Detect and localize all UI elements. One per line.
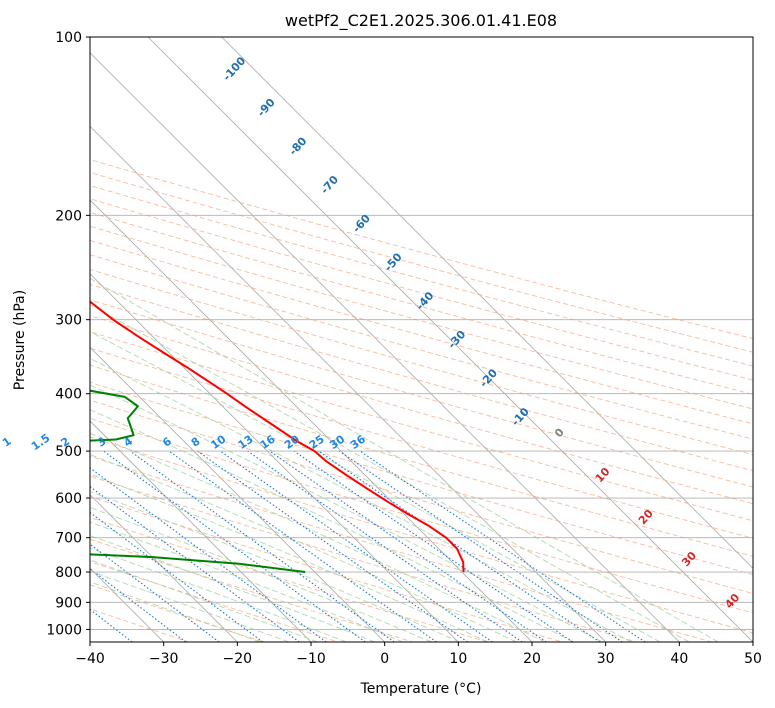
mixing-ratio-line — [90, 467, 327, 642]
y-tick-label: 1000 — [46, 622, 82, 638]
dry-adiabat-line — [90, 171, 753, 353]
x-axis-label: Temperature (°C) — [360, 681, 482, 697]
moist-adiabat-line — [90, 432, 546, 642]
x-tick-label: 20 — [523, 651, 541, 667]
x-tick-label: −30 — [149, 651, 179, 667]
y-axis-ticks: 100 200 300 400 500 600 700 800 900 1000 — [46, 30, 90, 638]
background-lines — [90, 37, 753, 642]
y-tick-label: 100 — [55, 30, 82, 46]
temperature-profile-line — [90, 300, 465, 573]
dry-adiabat-line — [90, 517, 488, 642]
moist-adiabat-line — [90, 559, 318, 642]
dewpoint-profile-line — [90, 389, 306, 573]
dry-adiabat-line — [90, 198, 753, 381]
dry-adiabat-line — [90, 364, 753, 557]
x-tick-label: 0 — [380, 651, 389, 667]
moist-adiabat-line — [90, 358, 632, 642]
x-tick-label: 40 — [670, 651, 688, 667]
y-tick-label: 300 — [55, 313, 82, 329]
mixing-ratio-line — [90, 608, 133, 642]
moist-adiabat-line — [90, 277, 719, 642]
y-tick-label: 200 — [55, 208, 82, 224]
isotherm-line — [90, 346, 385, 642]
moist-adiabat-line — [90, 409, 574, 642]
y-tick-label: 700 — [55, 531, 82, 547]
moist-adiabat-line — [90, 473, 489, 642]
mixing-ratio-line — [168, 450, 437, 642]
mixing-ratio-line — [269, 450, 547, 642]
mixing-ratio-line — [359, 450, 646, 642]
mixing-ratio-line — [338, 450, 623, 642]
x-tick-label: −10 — [296, 651, 326, 667]
mixing-ratio-line — [90, 511, 264, 642]
moist-adiabat-line — [90, 507, 432, 642]
dry-adiabat-line — [90, 436, 753, 634]
moist-adiabat-line — [90, 304, 690, 642]
moist-adiabat-line — [90, 454, 517, 642]
moist-adiabat-line — [90, 581, 261, 642]
dry-adiabat-line — [90, 284, 753, 472]
isotherm-line — [90, 52, 680, 642]
chart-title: wetPf2_C2E1.2025.306.01.41.E08 — [285, 11, 557, 31]
isotherm-line — [90, 494, 238, 642]
moist-adiabat-line — [90, 384, 603, 642]
isotherm-line — [90, 420, 312, 642]
y-tick-label: 600 — [55, 491, 82, 507]
dry-adiabat-line — [90, 455, 712, 642]
isotherm-line — [221, 37, 753, 569]
mixing-ratio-line — [318, 450, 601, 642]
y-axis-label: Pressure (hPa) — [12, 290, 28, 390]
pressure-gridlines — [90, 37, 753, 630]
x-tick-label: 30 — [597, 651, 615, 667]
profile-lines — [90, 300, 465, 573]
dry-adiabat-line — [90, 211, 753, 395]
plot-frame — [89, 36, 754, 643]
x-tick-label: 10 — [449, 651, 467, 667]
isotherm-line — [90, 199, 533, 642]
isotherm-line — [90, 273, 459, 642]
mixing-ratio-line — [220, 450, 493, 642]
y-tick-label: 900 — [55, 595, 82, 611]
mixing-ratio-line — [293, 450, 574, 642]
isotherm-line — [90, 125, 606, 642]
dry-adiabat-line — [90, 268, 753, 456]
x-tick-label: 50 — [744, 651, 762, 667]
x-tick-label: −20 — [223, 651, 253, 667]
x-axis-ticks: −40 −30 −20 −10 0 10 20 30 40 50 — [75, 642, 762, 667]
moist-adiabat-line — [90, 547, 347, 642]
y-tick-label: 400 — [55, 387, 82, 403]
dry-adiabat-line — [90, 254, 753, 440]
mixing-ratio-line — [129, 450, 395, 642]
mixing-ratio-line — [247, 450, 523, 642]
mixing-ratio-line — [197, 450, 468, 642]
dry-adiabat-line — [90, 331, 753, 522]
dry-adiabat-line — [90, 184, 753, 367]
moist-adiabat-line — [90, 521, 404, 642]
isotherm-line — [147, 37, 753, 642]
dry-adiabat-line — [90, 495, 563, 642]
x-tick-label: −40 — [75, 651, 105, 667]
y-tick-label: 500 — [55, 444, 82, 460]
dry-adiabat-line — [90, 399, 753, 595]
y-tick-label: 800 — [55, 565, 82, 581]
